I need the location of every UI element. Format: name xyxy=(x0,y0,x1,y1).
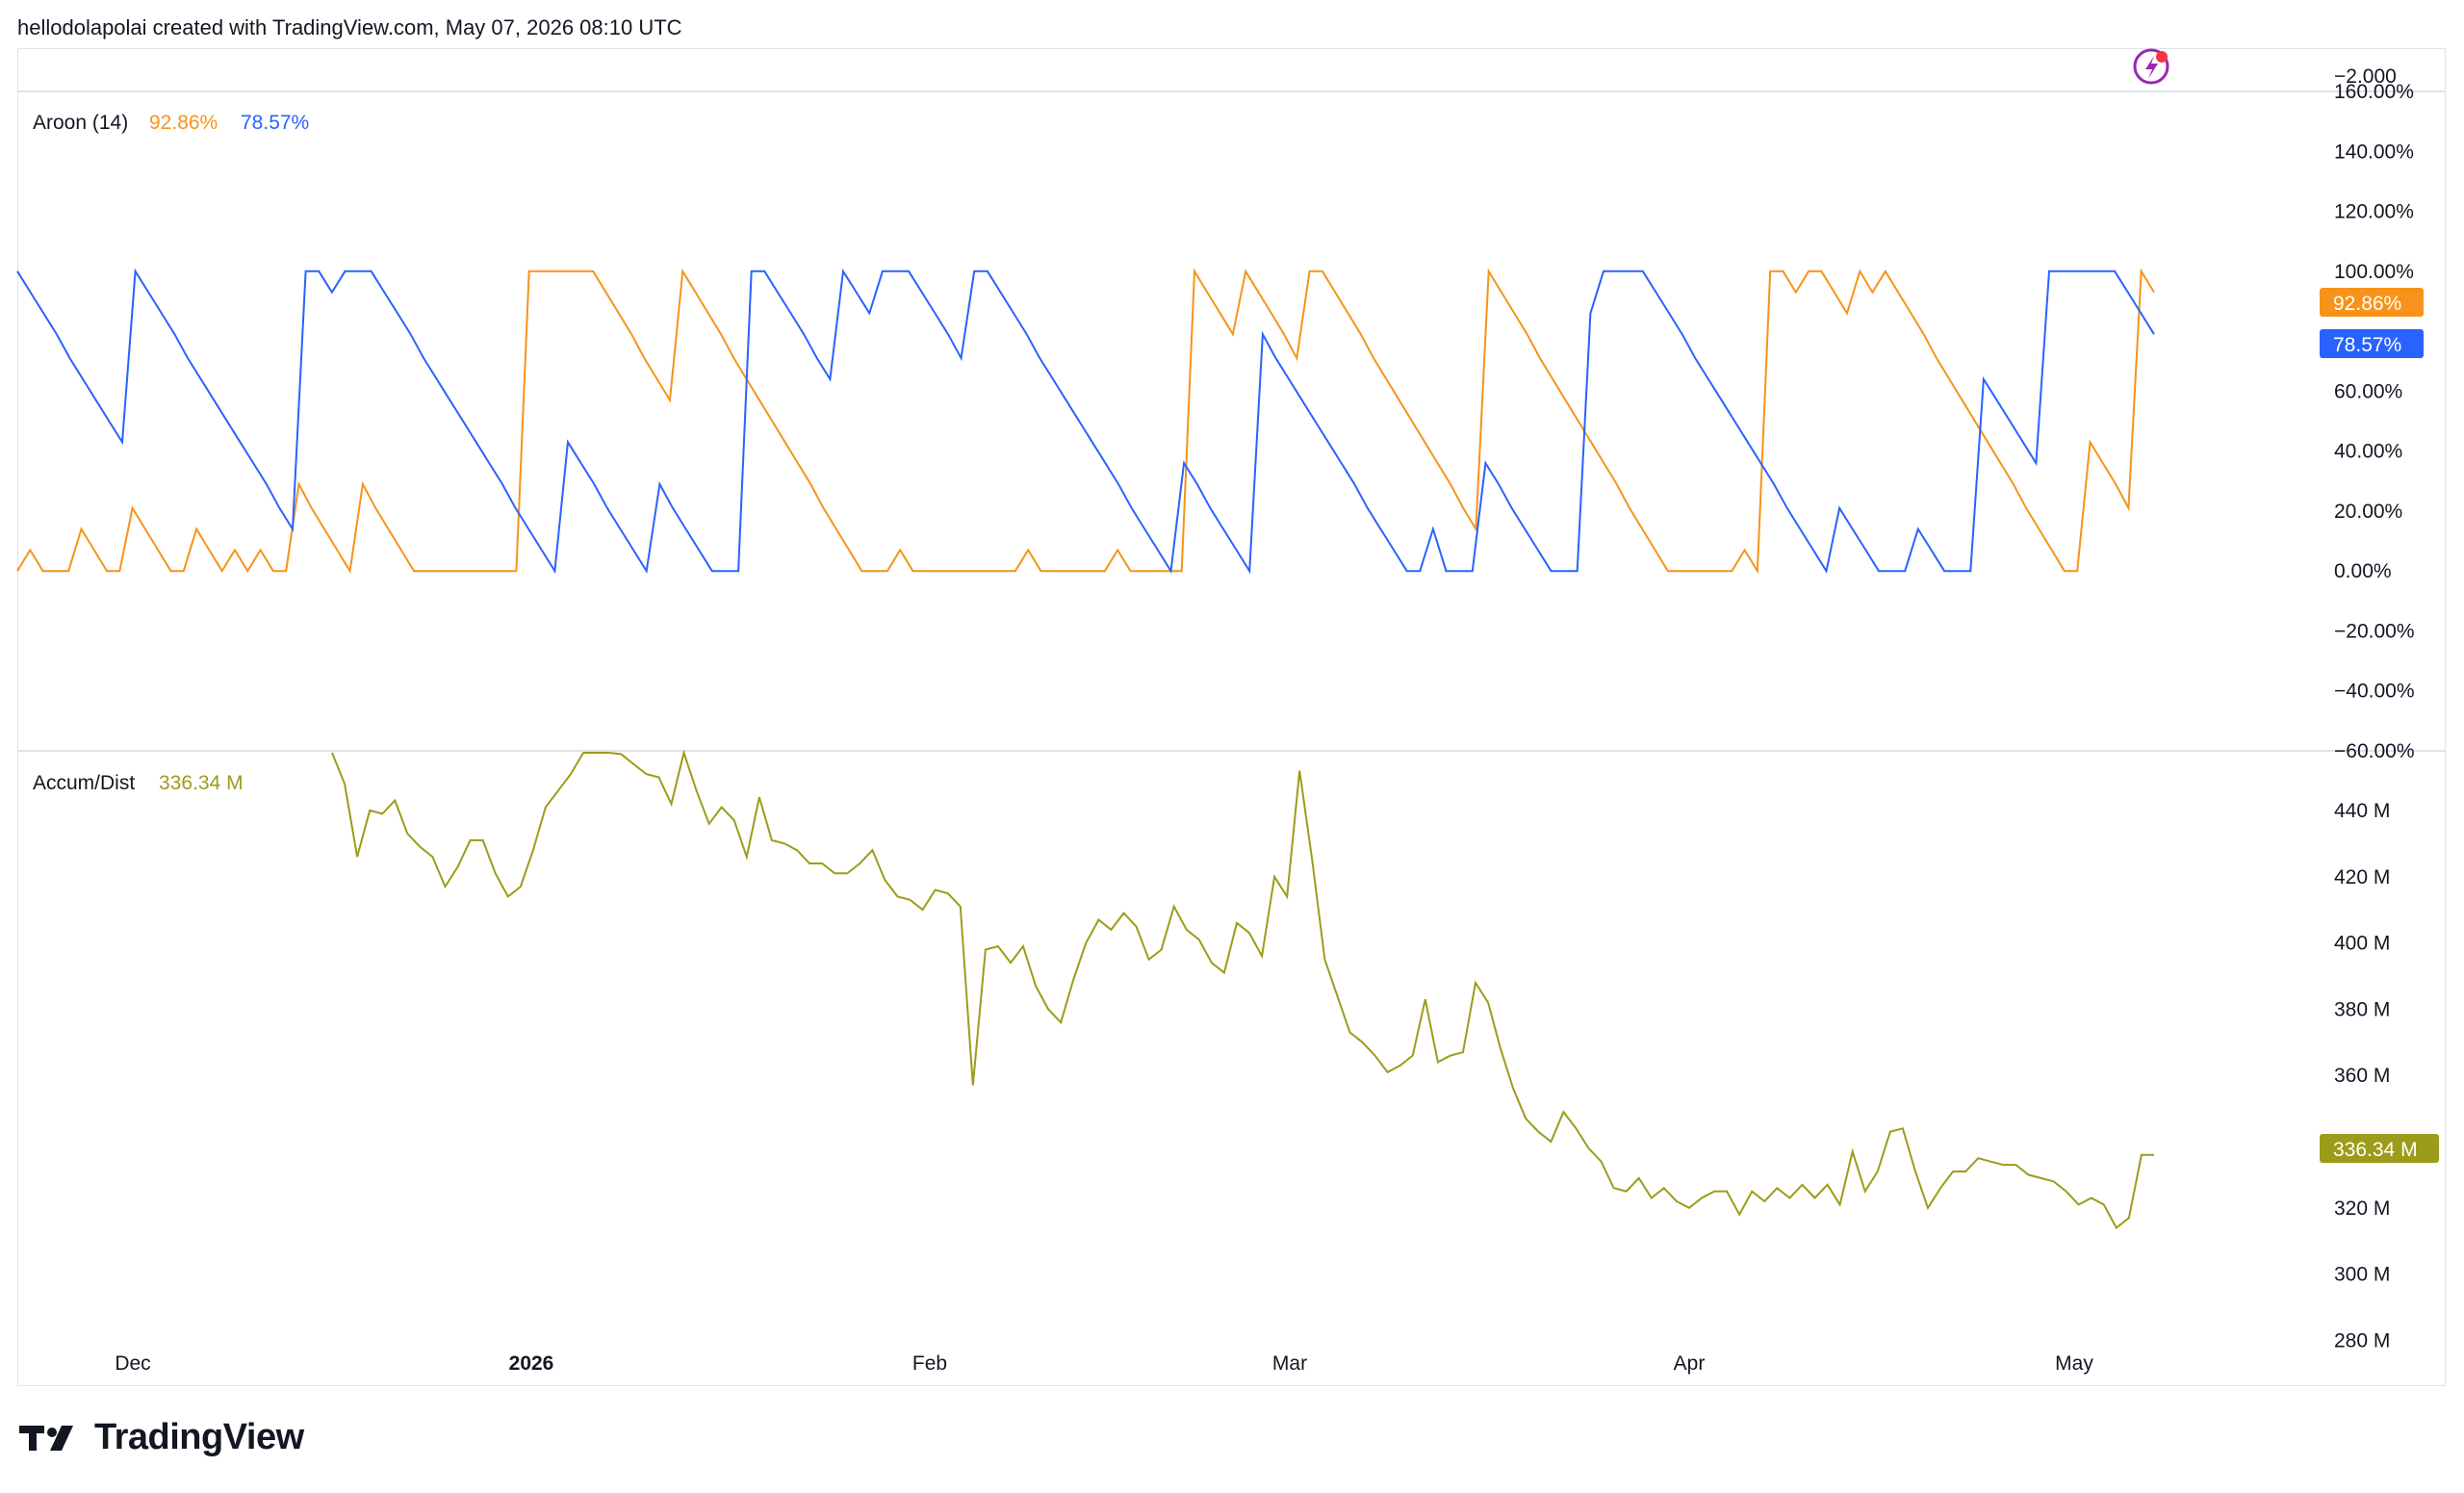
aroon-down-badge-text: 78.57% xyxy=(2333,334,2401,356)
aroon-up-price-badge: 92.86% xyxy=(2320,288,2424,317)
aroon-y-axis: 160.00% 140.00% 120.00% 100.00% 60.00% 40.00%… xyxy=(2334,81,2415,762)
aroon-y-tick: −60.00% xyxy=(2334,740,2415,762)
accum-dist-pane[interactable]: 440 M 420 M 400 M 380 M 360 M 320 M 300 M 280 M… xyxy=(33,749,2439,1352)
accum-dist-badge-text: 336.34 M xyxy=(2333,1139,2418,1161)
time-axis-tick: Mar xyxy=(1272,1352,1307,1375)
accum-dist-legend-value: 336.34 M xyxy=(159,772,244,794)
aroon-y-tick: 160.00% xyxy=(2334,81,2414,103)
aroon-y-tick: 140.00% xyxy=(2334,141,2414,163)
accum-dist-line[interactable] xyxy=(331,749,2154,1230)
aroon-title: Aroon (14) xyxy=(33,112,128,134)
aroon-down-price-badge: 78.57% xyxy=(2320,329,2424,358)
chart-attribution: hellodolapolai created with TradingView.… xyxy=(17,15,682,39)
lightning-icon[interactable] xyxy=(2133,48,2169,85)
aroon-y-tick: 0.00% xyxy=(2334,560,2392,582)
aroon-down-line[interactable] xyxy=(16,268,2155,575)
brand-footer: TradingView xyxy=(19,1417,304,1458)
time-axis-tick: Apr xyxy=(1674,1352,1706,1375)
tradingview-logo-icon xyxy=(19,1425,73,1451)
aroon-up-legend-value: 92.86% xyxy=(149,112,218,134)
aroon-y-tick: 20.00% xyxy=(2334,501,2402,523)
accum-dist-y-tick: 400 M xyxy=(2334,933,2390,955)
time-axis-tick: Dec xyxy=(115,1352,150,1375)
accum-dist-y-axis: 440 M 420 M 400 M 380 M 360 M 320 M 300 M 280 M xyxy=(2334,800,2390,1352)
accum-dist-y-tick: 380 M xyxy=(2334,998,2390,1020)
time-axis-tick: May xyxy=(2055,1352,2093,1375)
aroon-up-badge-text: 92.86% xyxy=(2333,293,2401,315)
chart-frame xyxy=(17,48,2446,1386)
accum-dist-y-tick: 320 M xyxy=(2334,1197,2390,1220)
aroon-down-legend-value: 78.57% xyxy=(241,112,309,134)
aroon-y-tick: 60.00% xyxy=(2334,380,2402,402)
aroon-pane[interactable]: 160.00% 140.00% 120.00% 100.00% 60.00% 40.00%… xyxy=(16,81,2424,762)
accum-dist-y-tick: 420 M xyxy=(2334,866,2390,888)
time-axis-tick: Feb xyxy=(912,1352,947,1375)
aroon-y-tick: 120.00% xyxy=(2334,201,2414,223)
accum-dist-y-tick: 360 M xyxy=(2334,1065,2390,1087)
time-axis[interactable]: Dec 2026 Feb Mar Apr May xyxy=(115,1352,2093,1375)
brand-name: TradingView xyxy=(94,1417,304,1457)
aroon-y-tick: 100.00% xyxy=(2334,261,2414,283)
aroon-up-line[interactable] xyxy=(16,268,2155,575)
aroon-y-tick: −20.00% xyxy=(2334,620,2415,642)
aroon-y-tick: −40.00% xyxy=(2334,681,2415,703)
accum-dist-y-tick: 300 M xyxy=(2334,1264,2390,1286)
accum-dist-y-tick: 440 M xyxy=(2334,800,2390,822)
aroon-y-tick: 40.00% xyxy=(2334,441,2402,463)
time-axis-tick: 2026 xyxy=(509,1352,554,1375)
accum-dist-title: Accum/Dist xyxy=(33,772,135,794)
top-strip-price-label: −2.000 xyxy=(2334,65,2397,88)
accum-dist-y-tick: 280 M xyxy=(2334,1329,2390,1351)
accum-dist-price-badge: 336.34 M xyxy=(2320,1134,2439,1163)
